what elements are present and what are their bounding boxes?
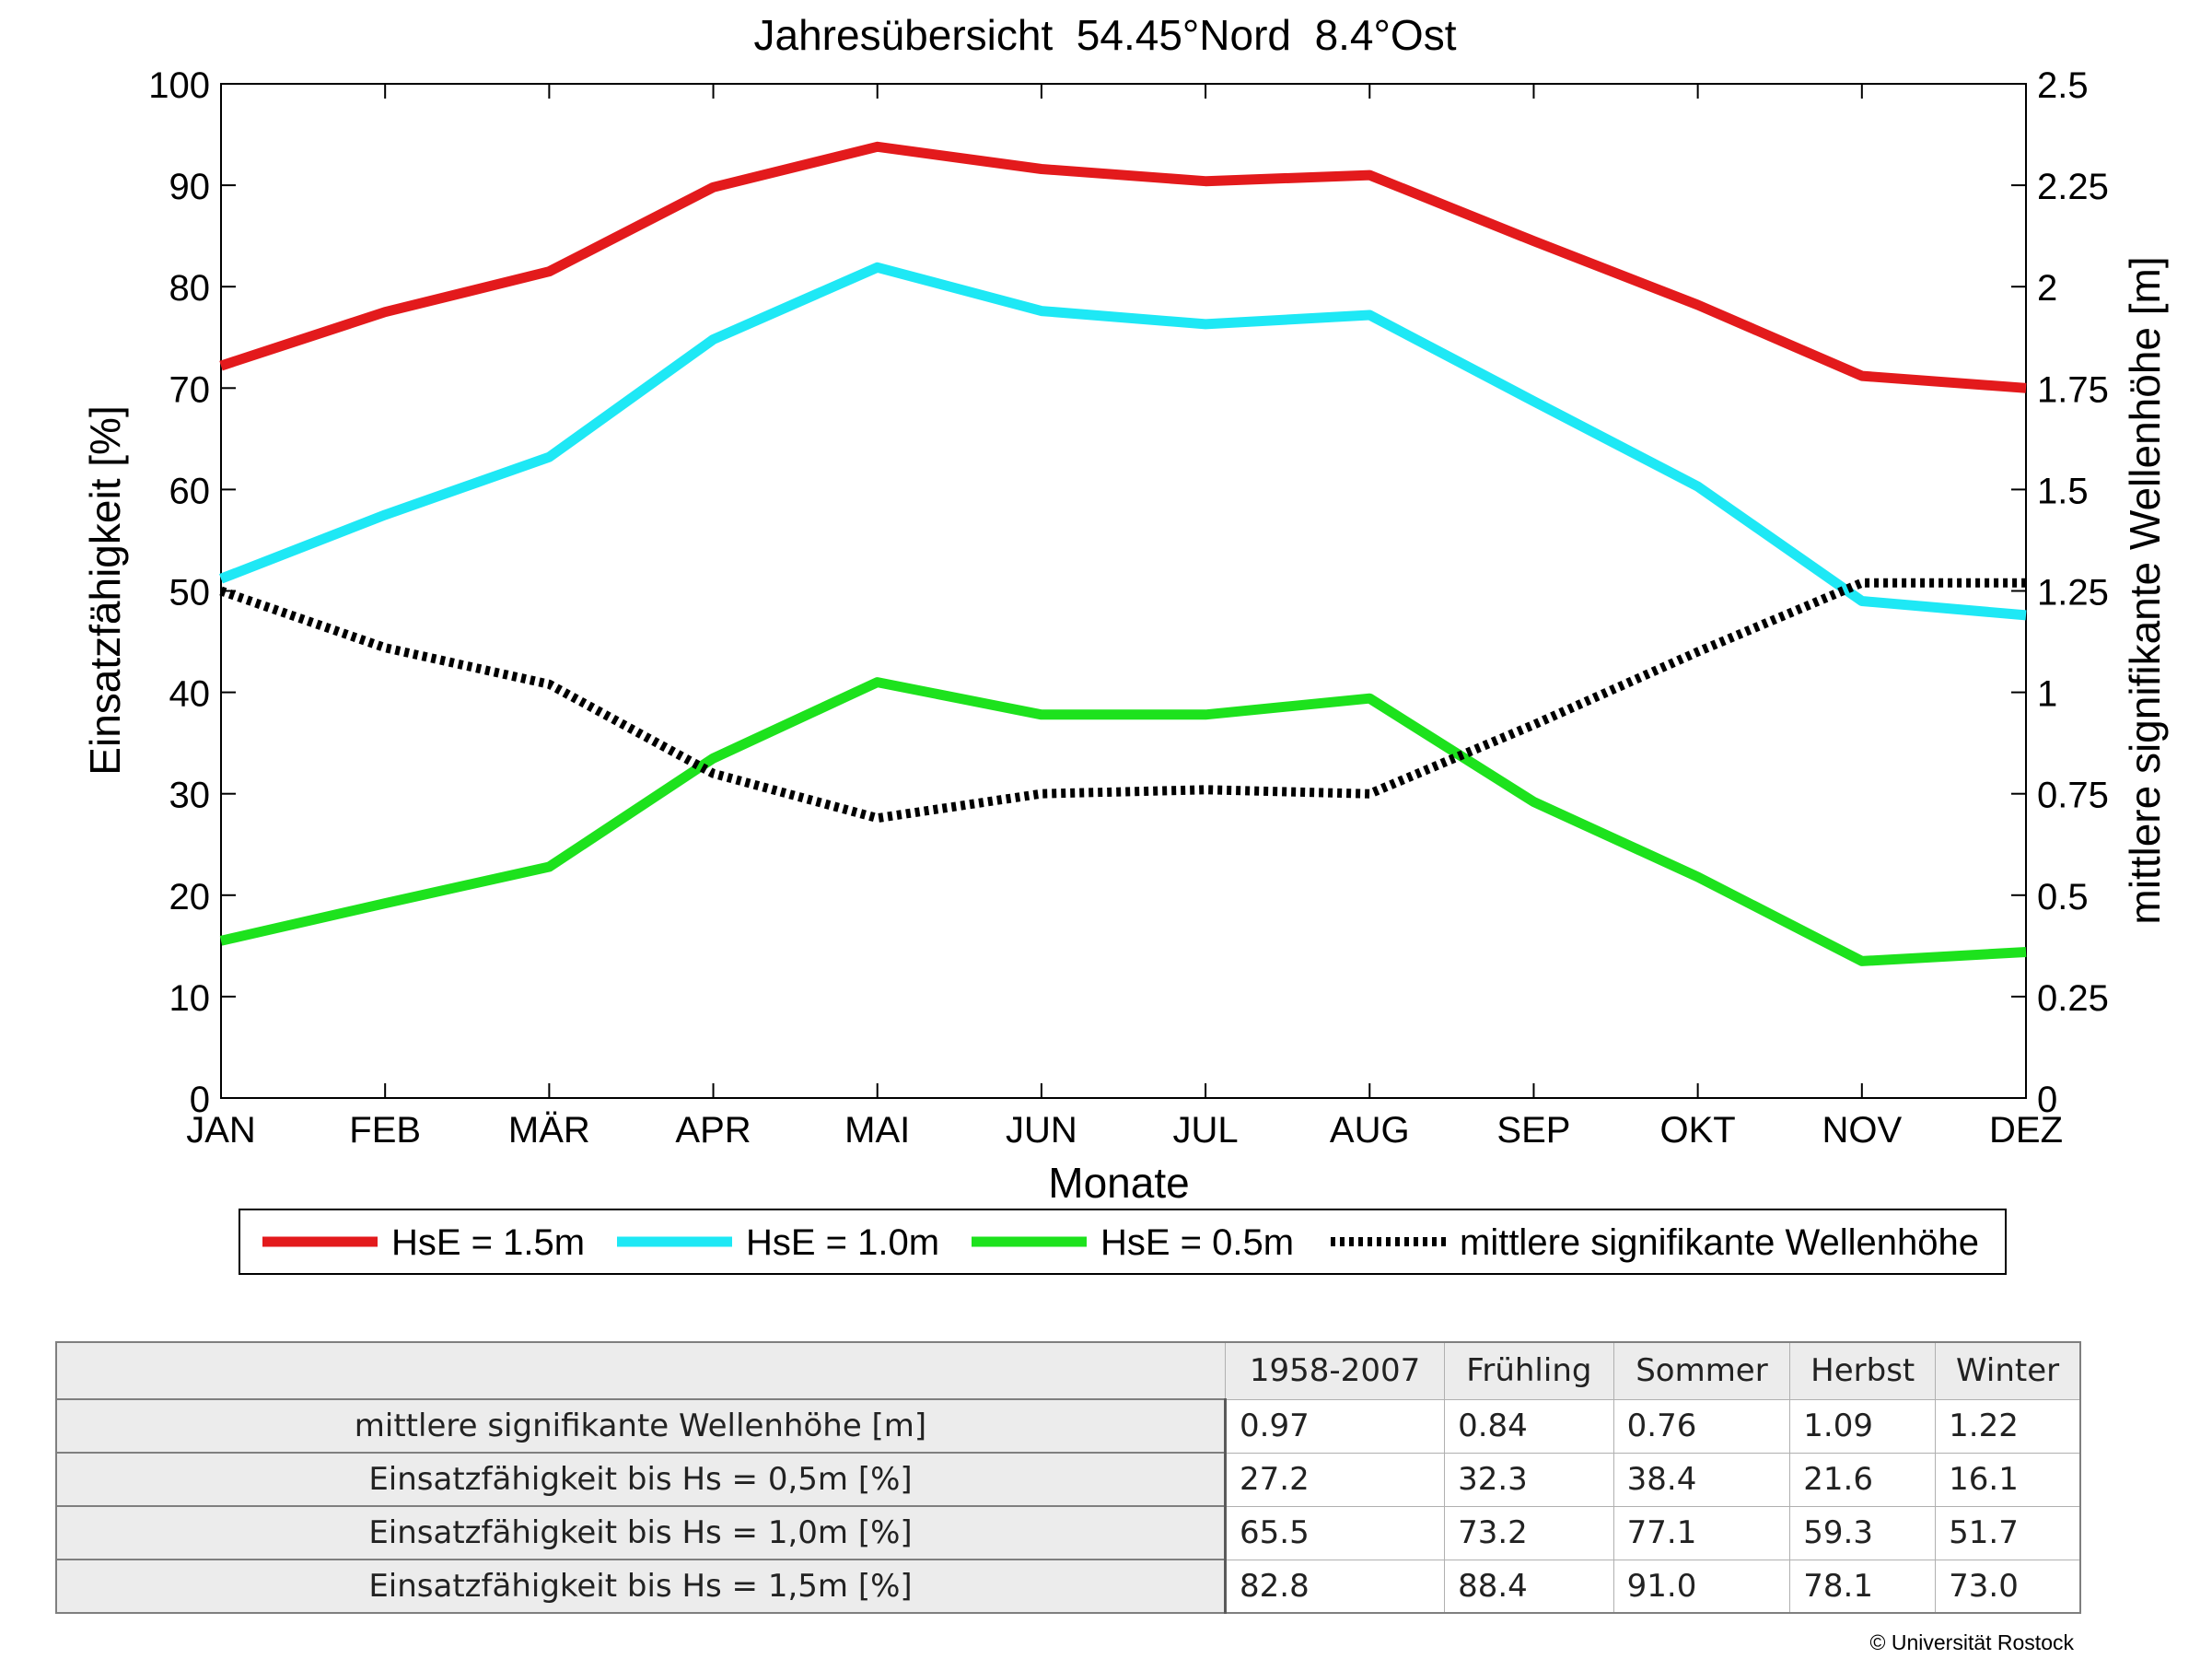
table-row: Einsatzfähigkeit bis Hs = 1,0m [%] 65.5 … xyxy=(55,1505,2081,1560)
column-header: 1958-2007 xyxy=(1224,1341,1446,1400)
y-tick-label: 20 xyxy=(169,877,211,917)
table-cell: 88.4 xyxy=(1444,1559,1614,1614)
x-tick-label: OKT xyxy=(1660,1110,1736,1151)
table-cell: 27.2 xyxy=(1224,1452,1446,1507)
table-cell: 21.6 xyxy=(1789,1452,1937,1507)
y-tick-label: 70 xyxy=(169,369,211,410)
y-tick-label: 50 xyxy=(169,573,211,613)
x-tick-label: JUL xyxy=(1173,1110,1239,1151)
y-tick-label: 0 xyxy=(190,1080,210,1120)
table-cell: 73.0 xyxy=(1935,1559,2081,1614)
legend-label: HsE = 1.0m xyxy=(746,1222,939,1263)
series-line-hse-0-5m xyxy=(219,677,2027,966)
legend-box xyxy=(239,1209,2007,1275)
table-cell: 78.1 xyxy=(1789,1559,1937,1614)
x-tick-label: DEZ xyxy=(1989,1110,2063,1151)
y2-tick-label: 2.5 xyxy=(2037,65,2089,106)
legend-label: HsE = 0.5m xyxy=(1100,1222,1294,1263)
table-cell: 32.3 xyxy=(1444,1452,1614,1507)
column-header: Frühling xyxy=(1444,1341,1614,1400)
row-label: mittlere signifikante Wellenhöhe [m] xyxy=(55,1398,1227,1454)
table-cell: 51.7 xyxy=(1935,1505,2081,1560)
plot-area xyxy=(220,83,2027,1099)
y-tick-label: 90 xyxy=(169,167,211,207)
table-cell: 16.1 xyxy=(1935,1452,2081,1507)
x-tick-label: MÄR xyxy=(508,1110,590,1151)
table-cell: 0.76 xyxy=(1612,1398,1791,1454)
x-tick-label: NOV xyxy=(1822,1110,1902,1151)
series-line-hse-1-0m xyxy=(219,262,2027,621)
table-cell: 65.5 xyxy=(1224,1505,1446,1560)
column-header: Winter xyxy=(1935,1341,2081,1400)
y-tick-label: 30 xyxy=(169,776,211,816)
table-cell: 38.4 xyxy=(1612,1452,1791,1507)
table-corner-cell xyxy=(55,1341,1226,1400)
x-tick-label: MAI xyxy=(844,1110,910,1151)
y-tick-label: 100 xyxy=(148,65,210,106)
series-line-hse-1-5m xyxy=(219,141,2027,393)
y2-tick-label: 0.5 xyxy=(2037,877,2089,917)
table-cell: 77.1 xyxy=(1612,1505,1791,1560)
row-label: Einsatzfähigkeit bis Hs = 0,5m [%] xyxy=(55,1452,1227,1507)
row-label: Einsatzfähigkeit bis Hs = 1,0m [%] xyxy=(55,1505,1227,1560)
legend-label: mittlere signifikante Wellenhöhe xyxy=(1460,1222,1979,1263)
y-tick-label: 80 xyxy=(169,268,211,309)
row-label: Einsatzfähigkeit bis Hs = 1,5m [%] xyxy=(55,1559,1227,1614)
y-axis-title: Einsatzfähigkeit [%] xyxy=(81,405,129,775)
y2-tick-label: 0 xyxy=(2037,1080,2057,1120)
y2-tick-label: 0.75 xyxy=(2037,776,2109,816)
table-header-row: 1958-2007 Frühling Sommer Herbst Winter xyxy=(55,1341,2081,1400)
table-cell: 0.97 xyxy=(1224,1398,1446,1454)
copyright-notice: © Universität Rostock xyxy=(1869,1630,2074,1654)
y2-tick-label: 1 xyxy=(2037,674,2057,715)
x-tick-label: APR xyxy=(675,1110,751,1151)
series-line-mittlere-signifikante-wellenh-he xyxy=(219,578,2026,824)
y2-tick-label: 1.25 xyxy=(2037,573,2109,613)
x-axis-title: Monate xyxy=(1048,1159,1189,1207)
y2-tick-label: 0.25 xyxy=(2037,978,2109,1019)
y2-tick-label: 2 xyxy=(2037,268,2057,309)
table-cell: 91.0 xyxy=(1612,1559,1791,1614)
x-tick-label: AUG xyxy=(1330,1110,1410,1151)
table-cell: 59.3 xyxy=(1789,1505,1937,1560)
table-row: Einsatzfähigkeit bis Hs = 0,5m [%] 27.2 … xyxy=(55,1452,2081,1507)
y-tick-label: 60 xyxy=(169,471,211,511)
column-header: Sommer xyxy=(1612,1341,1791,1400)
legend: HsE = 1.5m HsE = 1.0m HsE = 0.5m mittlere s… xyxy=(239,1209,2007,1275)
stats-table: 1958-2007 Frühling Sommer Herbst Winter … xyxy=(55,1341,2081,1614)
table-cell: 1.09 xyxy=(1789,1398,1937,1454)
table-row: Einsatzfähigkeit bis Hs = 1,5m [%] 82.8 … xyxy=(55,1559,2081,1614)
table-cell: 0.84 xyxy=(1444,1398,1614,1454)
legend-label: HsE = 1.5m xyxy=(391,1222,585,1263)
y2-tick-label: 1.75 xyxy=(2037,369,2109,410)
y2-axis-title: mittlere signifikante Wellenhöhe [m] xyxy=(2121,256,2169,924)
table-cell: 82.8 xyxy=(1224,1559,1446,1614)
y2-tick-label: 2.25 xyxy=(2037,167,2109,207)
table-cell: 73.2 xyxy=(1444,1505,1614,1560)
x-tick-label: JAN xyxy=(186,1110,256,1151)
x-tick-label: JUN xyxy=(1006,1110,1077,1151)
y-tick-label: 10 xyxy=(169,978,211,1019)
table-cell: 1.22 xyxy=(1935,1398,2081,1454)
x-tick-label: FEB xyxy=(349,1110,421,1151)
table-row: mittlere signifikante Wellenhöhe [m] 0.9… xyxy=(55,1398,2081,1454)
y-tick-label: 40 xyxy=(169,674,211,715)
x-tick-label: SEP xyxy=(1496,1110,1570,1151)
y2-tick-label: 1.5 xyxy=(2037,471,2089,511)
chart-title: Jahresübersicht 54.45°Nord 8.4°Ost xyxy=(754,11,1457,59)
column-header: Herbst xyxy=(1789,1341,1937,1400)
line-chart: Jahresübersicht 54.45°Nord 8.4°Ost 01020… xyxy=(81,11,2169,1275)
